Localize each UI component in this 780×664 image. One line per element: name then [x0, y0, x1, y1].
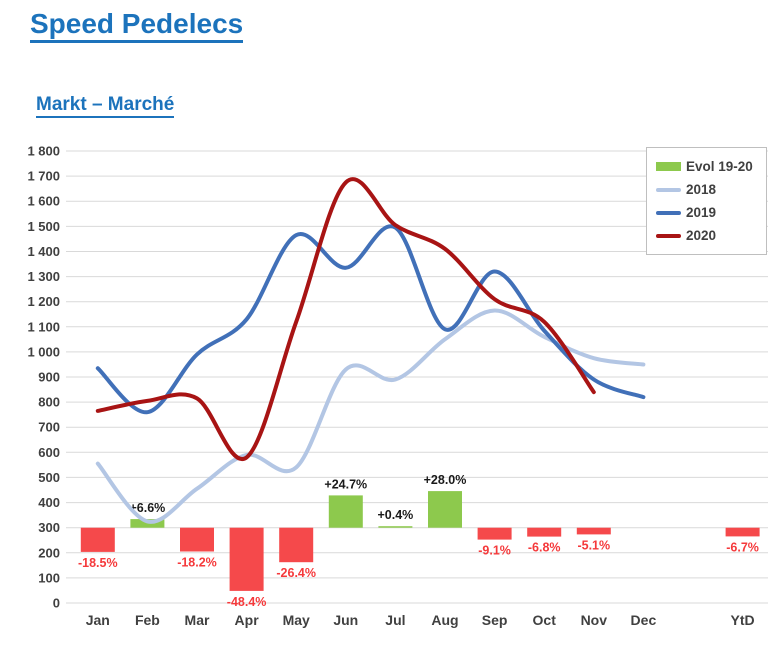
y-axis-tick: 200 [38, 545, 60, 560]
evol-bar-label: -18.2% [177, 555, 217, 569]
x-axis-label: Jul [385, 612, 405, 628]
y-axis-tick: 400 [38, 495, 60, 510]
y-axis-tick: 1 600 [27, 194, 60, 209]
legend-marker-2018-line [656, 187, 681, 192]
legend-item-evol-19-20: Evol 19-20 [656, 155, 762, 178]
evol-bar-label: -26.4% [276, 566, 316, 580]
y-axis-tick: 900 [38, 370, 60, 385]
y-axis-tick: 0 [53, 596, 60, 611]
evol-bar [576, 527, 611, 535]
y-axis-tick: 300 [38, 520, 60, 535]
evol-bar [527, 527, 562, 537]
evol-bar [80, 527, 115, 552]
y-axis-tick: 500 [38, 470, 60, 485]
legend-marker-evol-bar [656, 162, 681, 171]
evol-bar-label: -5.1% [577, 538, 610, 552]
y-axis-tick: 600 [38, 445, 60, 460]
legend-item-2019: 2019 [656, 201, 762, 224]
x-axis-label: Oct [533, 612, 557, 628]
y-axis-tick: 700 [38, 420, 60, 435]
legend-item-2020: 2020 [656, 224, 762, 247]
evol-bar [477, 527, 512, 540]
line-series-2018 [95, 308, 646, 524]
line-series-2019 [95, 224, 646, 415]
evol-bar [180, 527, 214, 552]
chart-legend: Evol 19-20 2018 2019 2020 [646, 147, 767, 255]
page-title: Speed Pedelecs [30, 8, 244, 43]
x-axis-label: YtD [731, 612, 755, 628]
y-axis-tick: 800 [38, 395, 60, 410]
evol-bar-label: -9.1% [478, 544, 511, 558]
x-axis-label: Nov [581, 612, 608, 628]
legend-label: 2018 [686, 182, 717, 197]
y-axis-tick: 1 000 [27, 344, 60, 359]
y-axis-tick: 1 100 [27, 319, 60, 334]
x-axis-label: Jun [333, 612, 358, 628]
evol-bar-label: +28.0% [424, 473, 467, 487]
chart-title: Markt – Marché [36, 94, 175, 118]
x-axis-label: Sep [482, 612, 508, 628]
legend-label: Evol 19-20 [686, 159, 753, 174]
x-axis-label: Mar [185, 612, 210, 628]
y-axis-tick: 1 200 [27, 294, 60, 309]
evol-bar [428, 491, 462, 528]
x-axis-label: May [283, 612, 310, 628]
x-axis-label: Aug [431, 612, 458, 628]
x-axis-label: Dec [631, 612, 657, 628]
evol-bar-label: +24.7% [324, 477, 367, 491]
evol-bar-label: -18.5% [78, 556, 118, 570]
evol-bar [279, 527, 314, 563]
y-axis-tick: 100 [38, 570, 60, 585]
line-series-2020 [95, 177, 596, 462]
y-axis-tick: 1 800 [27, 144, 60, 159]
legend-marker-2019-line [656, 210, 681, 215]
y-axis-tick: 1 400 [27, 244, 60, 259]
combo-chart: 1 800 1 700 1 600 1 500 1 400 1 300 1 200 1 100… [27, 144, 768, 628]
x-axis-label: Apr [235, 612, 260, 628]
legend-marker-2020-line [656, 233, 681, 238]
evol-bar-label: -48.4% [227, 595, 267, 609]
x-axis-label: Jan [86, 612, 110, 628]
evol-bar-label: -6.8% [528, 541, 561, 555]
evol-bar [328, 495, 363, 528]
evol-bar [229, 527, 264, 591]
evol-bar [378, 526, 413, 528]
x-axis-label: Feb [135, 612, 160, 628]
y-axis-tick: 1 500 [27, 219, 60, 234]
legend-item-2018: 2018 [656, 178, 762, 201]
evol-bar [725, 527, 760, 537]
evol-bar-label: +6.6% [130, 501, 166, 515]
legend-label: 2020 [686, 228, 717, 243]
chart-area: 1 800 1 700 1 600 1 500 1 400 1 300 1 200 1 100… [0, 130, 780, 659]
evol-bar-label: -6.7% [726, 540, 759, 554]
evol-bar-label: +0.4% [378, 508, 414, 522]
y-axis-tick: 1 300 [27, 269, 60, 284]
y-axis-tick: 1 700 [27, 169, 60, 184]
legend-label: 2019 [686, 205, 717, 220]
